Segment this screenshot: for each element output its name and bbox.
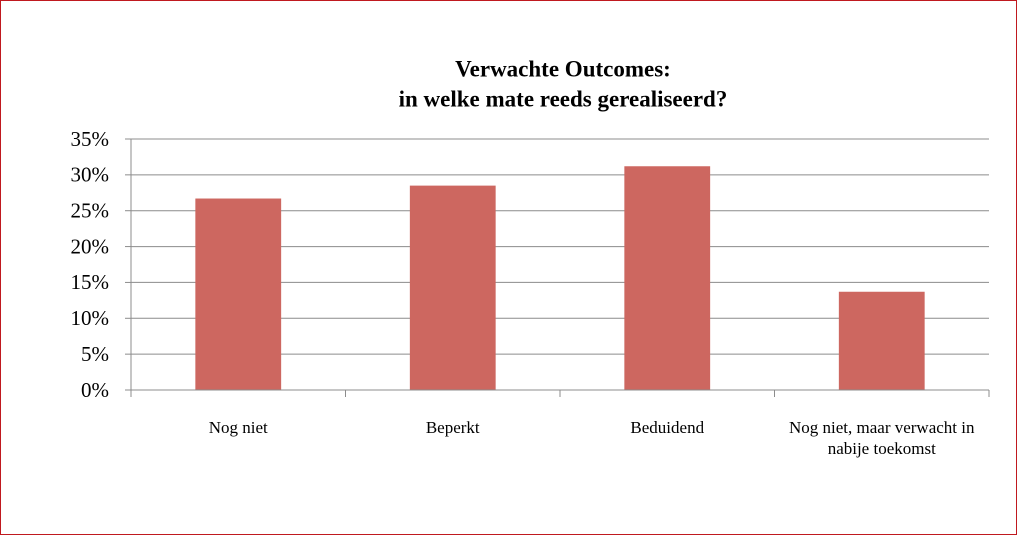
bar	[624, 166, 711, 390]
y-tick-label: 20%	[71, 234, 110, 258]
y-tick-label: 15%	[71, 270, 110, 294]
x-tick-label: Nog niet	[208, 418, 268, 437]
y-tick-label: 10%	[71, 306, 110, 330]
chart-title: in welke mate reeds gerealiseerd?	[399, 86, 728, 111]
x-tick-label: Nog niet, maar verwacht in nabije toekom…	[788, 418, 975, 458]
bar	[838, 291, 925, 390]
bar	[195, 198, 282, 390]
y-tick-label: 35%	[71, 127, 110, 151]
x-tick-label: Beperkt	[425, 418, 480, 437]
y-tick-label: 5%	[81, 342, 109, 366]
y-tick-label: 30%	[71, 163, 110, 187]
bar	[409, 185, 496, 390]
x-tick-label: Beduidend	[630, 418, 705, 437]
chart-title: Verwachte Outcomes:	[455, 56, 671, 81]
y-tick-label: 25%	[71, 199, 110, 223]
y-tick-label: 0%	[81, 378, 109, 402]
